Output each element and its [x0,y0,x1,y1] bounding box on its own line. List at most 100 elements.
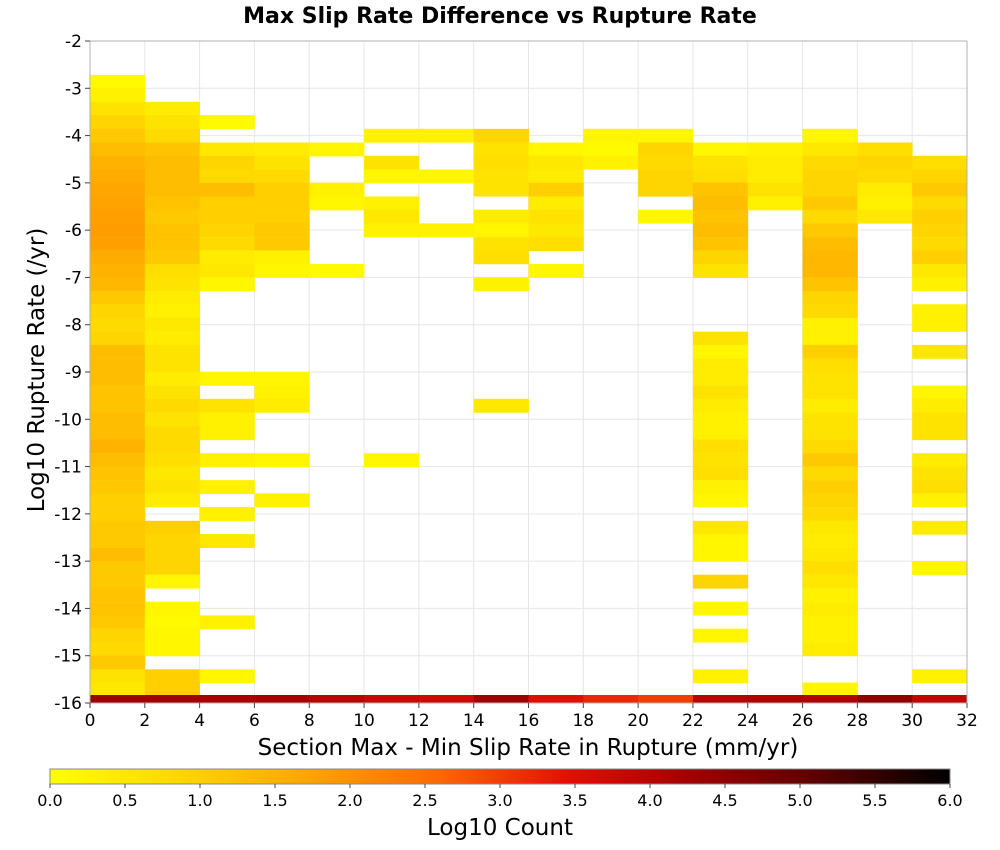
heatmap-cell [144,237,201,252]
heatmap-cell [912,426,968,441]
heatmap-cell [90,669,146,684]
heatmap-cell [692,196,749,211]
heatmap-cell [473,250,529,265]
heatmap-cell [144,480,201,495]
heatmap-cell [364,169,420,184]
heatmap-cell [309,264,365,278]
heatmap-cell [692,547,749,562]
heatmap-cell [144,453,201,468]
y-tick-label: -5 [65,174,82,194]
heatmap-cell [90,291,146,305]
heatmap-cell [90,412,146,427]
x-tick-label: 22 [682,711,704,731]
heatmap-cell [144,101,201,116]
heatmap-cell [912,264,968,278]
heatmap-cell-bottom [309,695,365,703]
heatmap-cell [90,534,146,548]
x-tick-label: 0 [85,711,96,731]
heatmap-cell [90,155,146,170]
heatmap-cell-bottom [802,695,858,703]
heatmap-cell [90,250,146,265]
heatmap-cell [912,196,968,211]
colorbar-tick-label: 4.0 [637,791,662,810]
heatmap-cell [90,223,146,238]
heatmap-cell [144,358,201,373]
heatmap-cell [144,331,201,346]
heatmap-cell [638,155,694,170]
x-tick-label: 26 [792,711,814,731]
x-axis-label: Section Max - Min Slip Rate in Rupture (… [258,735,799,761]
colorbar-tick-label: 5.5 [862,791,887,810]
heatmap-cell [638,209,694,224]
heatmap-cell [144,426,201,441]
heatmap-cell [364,223,420,238]
heatmap-cell [857,142,913,157]
heatmap-cell [912,480,968,495]
x-tick-label: 20 [627,711,649,731]
heatmap-cell [254,371,310,386]
heatmap-cell [857,196,913,211]
heatmap-cell [90,128,146,143]
heatmap-cell [692,371,749,386]
heatmap-cell [364,196,420,211]
heatmap-cell [144,682,201,697]
heatmap-cell [144,642,201,657]
heatmap-cell [912,344,968,359]
heatmap-cell [144,574,201,589]
heatmap-cell [364,209,420,224]
heatmap-cell [692,534,749,548]
heatmap-cell [473,277,529,292]
heatmap-cell [912,385,968,400]
heatmap-cell [528,264,584,278]
heatmap-cell-bottom [747,695,803,703]
heatmap-cell [692,250,749,265]
heatmap-cell [144,493,201,508]
heatmap-cell [912,317,968,332]
heatmap-cell-bottom [199,695,255,703]
heatmap-cell [90,264,146,278]
x-tick-label: 8 [304,711,315,731]
heatmap-cell [90,304,146,319]
heatmap-cell [692,453,749,468]
heatmap-cell [802,196,858,211]
heatmap-cell [528,155,584,170]
heatmap-cell [692,182,749,197]
heatmap-cell [692,344,749,359]
heatmap-cell [692,480,749,495]
heatmap-cell [692,520,749,535]
heatmap-cell [638,142,694,157]
y-tick-label: -8 [65,316,82,336]
heatmap-cell [309,196,365,211]
heatmap-cell [802,264,858,278]
heatmap-cell-bottom [528,695,584,703]
heatmap-cell [692,169,749,184]
heatmap-cell-bottom [144,695,201,703]
heatmap-cell [692,466,749,481]
heatmap-cell [199,480,255,495]
heatmap-cell [912,398,968,413]
heatmap-cell [144,669,201,684]
heatmap-cell [144,304,201,319]
heatmap-cell [144,371,201,386]
colorbar [49,768,951,785]
heatmap-cell [473,223,529,238]
colorbar-tick-label: 5.0 [787,791,812,810]
heatmap-cell [90,615,146,630]
colorbar-tick-label: 3.0 [487,791,512,810]
heatmap-cell [802,398,858,413]
heatmap-cell [309,142,365,157]
heatmap-cell [802,128,858,143]
x-tick-label: 4 [194,711,205,731]
heatmap-cell [199,142,255,157]
heatmap-cell [199,209,255,224]
heatmap-cell [144,344,201,359]
heatmap-cell [692,155,749,170]
heatmap-cell [802,615,858,630]
heatmap-cell [90,331,146,346]
heatmap-cell [90,142,146,157]
x-axis-ticks: 0 2 4 6 8 10 12 14 16 18 20 22 24 26 28 30 32 [85,703,978,731]
x-tick-label: 30 [901,711,923,731]
heatmap-cell [802,155,858,170]
heatmap-cell [199,534,255,548]
heatmap-cell [144,155,201,170]
